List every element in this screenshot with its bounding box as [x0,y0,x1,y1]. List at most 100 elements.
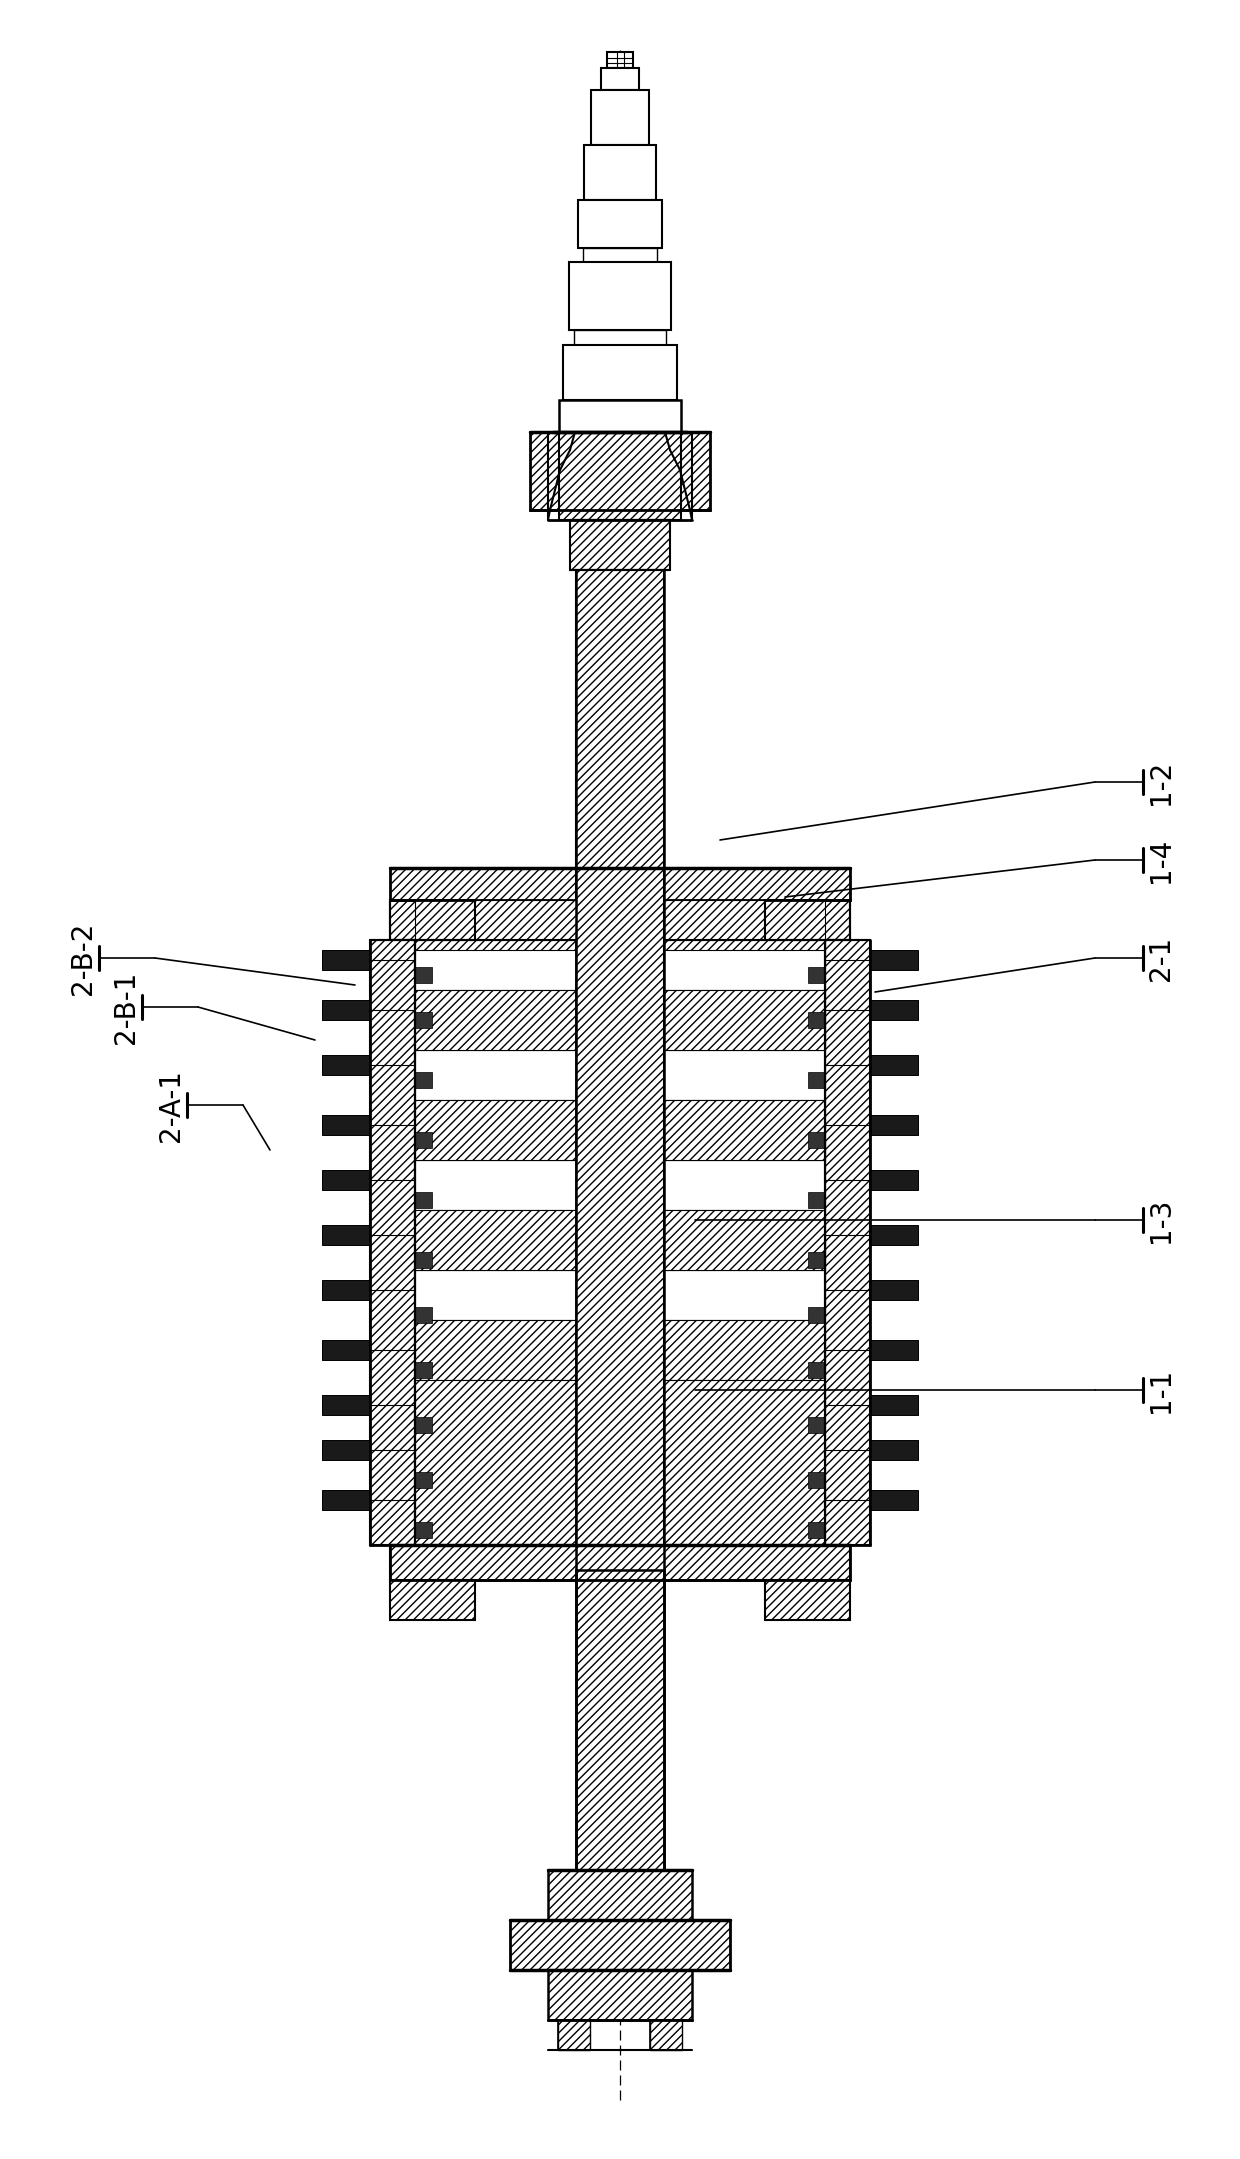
Bar [608,52,632,67]
Bar [548,1969,692,2021]
Bar [415,1192,432,1209]
Bar [322,950,370,969]
Bar [322,1170,370,1190]
Bar [808,1522,825,1537]
Bar [808,1192,825,1209]
Bar [322,1000,370,1019]
Bar [825,939,870,1546]
Bar [415,1362,432,1377]
Bar [322,1224,370,1246]
Bar [870,1395,918,1414]
Bar [415,1099,577,1159]
Bar [583,248,657,261]
Bar [650,2021,682,2051]
Bar [322,1341,370,1360]
Bar [415,1121,577,1159]
Bar [808,1306,825,1323]
Bar [415,1252,432,1267]
Bar [663,991,825,1049]
Bar [870,1224,918,1246]
Bar [663,1159,825,1209]
Bar [415,1269,577,1319]
Bar [870,1000,918,1019]
Bar [663,1380,825,1546]
Bar [322,1440,370,1459]
Bar [663,1099,825,1159]
Bar [510,1919,730,1969]
Bar [870,1490,918,1509]
Bar [415,1231,577,1269]
Bar [808,1472,825,1488]
Bar [559,399,681,432]
Bar [808,1252,825,1267]
Bar [808,1362,825,1377]
Bar [663,1319,825,1380]
Bar [415,939,577,991]
Bar [415,1049,577,1099]
Bar [415,1209,577,1269]
Bar [663,939,825,991]
Bar [765,900,849,939]
Bar [415,1159,577,1209]
Bar [415,900,577,939]
Bar [415,991,577,1049]
Bar [663,1049,825,1099]
Bar [548,1870,692,1919]
Bar [808,967,825,982]
Text: 1-1: 1-1 [1147,1367,1176,1412]
Bar [569,261,671,330]
Bar [870,1440,918,1459]
Bar [870,1170,918,1190]
Bar [870,1280,918,1300]
Bar [322,1114,370,1136]
Bar [870,1056,918,1075]
Bar [574,330,666,345]
Bar [370,939,415,1546]
Bar [808,1073,825,1088]
Bar [322,1280,370,1300]
Bar [663,1121,825,1159]
Bar [415,939,577,950]
Bar [808,1131,825,1149]
Bar [322,1056,370,1075]
Bar [663,900,825,939]
Bar [577,1570,663,1870]
Bar [415,1522,432,1537]
Bar [559,432,681,520]
Bar [529,432,711,510]
Bar [391,868,849,900]
Bar [558,2021,590,2051]
Bar [663,1010,825,1049]
Bar [391,1546,849,1580]
Text: 2-A-1: 2-A-1 [157,1069,185,1142]
Bar [808,1013,825,1028]
Bar [578,201,662,248]
Text: 1-2: 1-2 [1147,760,1176,805]
Bar [322,1395,370,1414]
Bar [391,1580,475,1619]
Bar [765,1580,849,1619]
Bar [870,1341,918,1360]
Bar [391,900,475,939]
Bar [663,1209,825,1269]
Bar [601,67,639,91]
Bar [808,1416,825,1434]
Bar [322,1490,370,1509]
Bar [663,939,825,950]
Text: 1-3: 1-3 [1147,1198,1176,1244]
Bar [584,145,656,201]
Bar [870,950,918,969]
Bar [650,2021,682,2051]
Text: 2-B-1: 2-B-1 [112,969,140,1043]
Bar [577,570,663,1570]
Bar [563,345,677,399]
Text: 1-4: 1-4 [1147,838,1176,883]
Bar [415,1319,577,1380]
Bar [415,1013,432,1028]
Bar [415,1073,432,1088]
Bar [663,1269,825,1319]
Bar [663,1231,825,1269]
Text: 2-B-2: 2-B-2 [69,922,97,995]
Bar [870,1114,918,1136]
Bar [415,1131,432,1149]
